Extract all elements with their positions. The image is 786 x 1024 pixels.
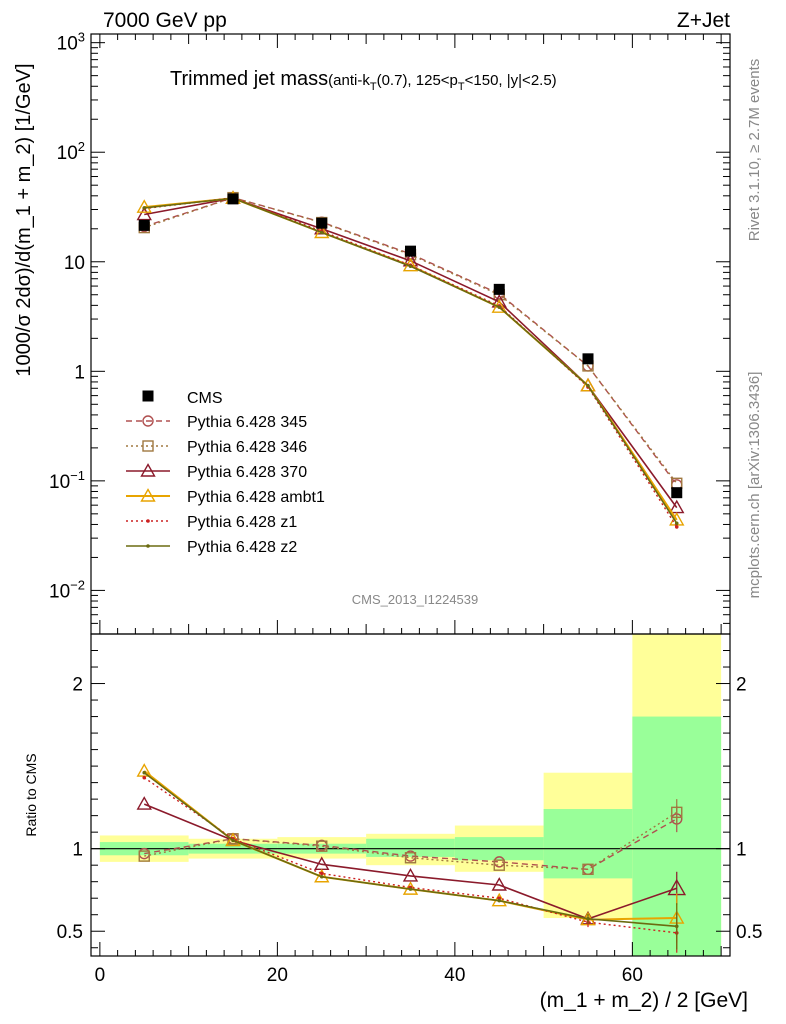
ratio-plot-frame [90,633,731,957]
data-point-ratio-5-0 [142,770,147,775]
data-point-main-5-4 [497,305,502,309]
y-tick-label-main: 103 [57,30,85,55]
legend-marker-cms [142,390,154,402]
legend-marker-0 [142,415,154,427]
data-point-ratio-4-0 [142,775,147,780]
cms-data-point-0 [138,219,150,231]
data-point-ratio-1-0 [138,850,150,862]
data-point-main-5-2 [319,230,324,235]
cms-data-point-5 [582,353,594,365]
cms-data-point-2 [316,217,328,229]
data-point-ratio-2-3 [402,867,419,882]
data-point-main-5-3 [408,264,413,269]
data-point-ratio-2-0 [136,796,152,810]
data-point-ratio-1-4 [493,859,505,871]
data-point-main-3-5 [580,377,596,392]
y-tick-label-main: 10−2 [49,577,85,602]
y-tick-label-ratio: 0.5 [57,922,83,943]
header-process: Z+Jet [677,9,730,32]
data-point-ratio-1-6 [671,806,683,819]
data-point-ratio-4-2 [319,871,324,876]
rivet-version-label: Rivet 3.1.10, ≥ 2.7M events [746,59,763,242]
y-tick-label-ratio-right: 2 [736,675,747,696]
mcplots-label: mcplots.cern.ch [arXiv:1306.3436] [746,372,763,599]
analysis-watermark: CMS_2013_I1224539 [352,592,479,607]
y-tick-label-ratio: 1 [72,840,83,861]
legend-marker-5 [146,544,150,548]
x-tick-label: 40 [444,965,465,986]
data-point-ratio-5-1 [231,838,235,843]
y-axis-title-main: 1000/σ 2dσ)/d(m_1 + m_2) [1/GeV] [13,63,35,376]
data-point-main-5-0 [142,206,147,210]
legend-marker-2 [140,463,156,477]
y-tick-label-main: 10 [64,253,85,274]
data-point-ratio-1-2 [316,840,328,852]
data-point-ratio-5-4 [497,898,502,903]
cms-data-point-3 [405,245,416,257]
band-inner-5 [543,809,633,879]
data-point-ratio-5-3 [408,887,413,891]
data-point-main-4-6 [674,525,679,529]
legend-marker-3 [140,488,156,502]
series-layer [136,190,687,953]
data-point-ratio-1-5 [582,863,594,876]
y-tick-label-ratio: 2 [72,675,83,696]
series-line-main-2 [144,197,678,509]
cms-data-point-6 [671,487,683,499]
data-point-ratio-4-4 [497,896,502,901]
legend-label-cms: CMS [187,390,223,407]
legend-marker-1 [142,440,154,452]
data-point-main-5-6 [674,521,679,526]
data-point-ratio-5-2 [319,874,324,879]
legend-label-2: Pythia 6.428 370 [187,464,307,481]
legend-label-4: Pythia 6.428 z1 [187,514,297,531]
data-point-main-5-5 [586,383,590,388]
cms-data-point-1 [227,193,239,205]
data-point-main-3-0 [136,199,152,213]
x-tick-label: 0 [95,965,106,986]
chart-title: Trimmed jet mass(anti-kT(0.7), 125<pT<15… [170,68,557,93]
header-energy: 7000 GeV pp [103,9,227,32]
y-tick-label-ratio-right: 1 [736,840,747,861]
data-point-ratio-5-6 [674,924,679,929]
data-point-ratio-1-3 [404,852,417,864]
y-tick-label-main: 102 [57,139,85,164]
cms-data-point-4 [493,283,505,295]
data-point-main-2-0 [136,206,152,221]
data-point-ratio-2-4 [491,877,507,891]
y-tick-label-main: 1 [74,362,85,383]
uncertainty-bands [91,634,730,956]
y-tick-label-main: 10−1 [49,468,85,493]
band-inner-3 [366,838,455,857]
legend-label-1: Pythia 6.428 346 [187,439,307,456]
x-axis-title: (m_1 + m_2) / 2 [GeV] [540,989,748,1012]
x-tick-label: 60 [622,965,643,986]
legend: CMS Pythia 6.428 345 Pythia 6.428 346 Pythi… [126,390,325,556]
legend-label-3: Pythia 6.428 ambt1 [187,489,325,506]
legend-marker-4 [146,519,150,523]
legend-label-5: Pythia 6.428 z2 [187,539,297,556]
y-axis-title-ratio: Ratio to CMS [23,753,39,836]
data-point-ratio-5-5 [586,917,590,921]
y-tick-label-ratio-right: 0.5 [736,922,762,943]
legend-label-0: Pythia 6.428 345 [187,414,307,431]
x-tick-label: 20 [267,965,288,986]
